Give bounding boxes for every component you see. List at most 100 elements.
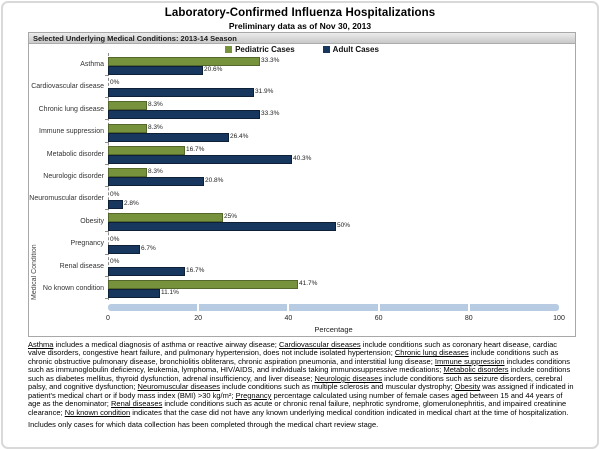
chart-row: Renal disease 0% 16.7% <box>29 255 575 278</box>
bar-value-label: 16.7% <box>186 267 205 275</box>
category-label: Renal disease <box>59 262 104 270</box>
bar-value-label: 26.4% <box>230 132 249 140</box>
x-axis-tick-label: 20 <box>194 315 203 322</box>
y-axis-tick <box>105 276 109 278</box>
footnote-term: Neuromuscular diseases <box>137 382 221 392</box>
scrollbar-segment[interactable] <box>198 304 288 311</box>
legend-label: Pediatric Cases <box>235 45 295 54</box>
chart-row: Asthma 33.3% 20.6% <box>29 53 575 76</box>
footnote-term: No known condition <box>64 407 131 417</box>
footnote-term: Cardiovascular diseases <box>278 340 361 349</box>
footnote-term: Renal diseases <box>110 399 163 409</box>
bar-value-label: 31.9% <box>255 87 274 95</box>
adult-bar <box>108 199 123 209</box>
adult-bar <box>108 65 203 75</box>
bar-value-label: 8.3% <box>148 101 163 109</box>
y-axis-tick <box>105 74 109 76</box>
y-axis-tick <box>105 186 109 188</box>
footnote-term: Neurologic diseases <box>314 373 383 383</box>
footnote-term: Pregnancy <box>235 390 272 400</box>
adult-bar <box>108 155 292 165</box>
footnote-text: include conditions such as seizure disor… <box>28 373 563 392</box>
legend-swatch-icon <box>225 46 233 53</box>
page-title: Laboratory-Confirmed Influenza Hospitali… <box>164 7 436 19</box>
footnote-text: include conditions such as multiple scle… <box>220 382 455 392</box>
page-subtitle: Preliminary data as of Nov 30, 2013 <box>228 21 372 31</box>
scrollbar-segment[interactable] <box>108 304 197 311</box>
bar-value-label: 33.3% <box>261 110 280 118</box>
scrollbar-segment[interactable] <box>470 304 559 311</box>
chart-legend: Pediatric Cases Adult Cases <box>29 45 575 54</box>
category-label: Neurologic disorder <box>43 172 104 180</box>
bar-value-label: 50% <box>337 222 351 230</box>
adult-bar <box>108 87 254 97</box>
footnote-text: indicates that the case did not have any… <box>130 407 569 417</box>
bar-value-label: 0% <box>110 190 120 198</box>
legend-item-pediatric: Pediatric Cases <box>225 45 295 54</box>
pediatric-bar <box>108 168 147 178</box>
chart-row: Immune suppression 8.3% 26.4% <box>29 120 575 143</box>
pediatric-bar <box>108 101 147 111</box>
chart-scrollbar[interactable] <box>108 304 559 311</box>
category-label: Metabolic disorder <box>46 150 104 158</box>
legend-item-adult: Adult Cases <box>322 45 379 54</box>
footnote-term: Chronic lung diseases <box>394 348 469 358</box>
bar-value-label: 20.6% <box>204 65 223 73</box>
category-label: Neuromuscular disorder <box>29 195 104 203</box>
plot-rows: Asthma 33.3% 20.6% Cardiovascular disease 0%… <box>29 53 575 300</box>
x-axis-tick-label: 0 <box>106 315 110 322</box>
adult-bar <box>108 289 160 299</box>
pediatric-bar <box>108 213 223 223</box>
legend-swatch-icon <box>322 46 330 53</box>
bar-value-label: 20.8% <box>205 177 224 185</box>
bar-value-label: 8.3% <box>148 123 163 131</box>
chart-header-bar: Selected Underlying Medical Conditions: … <box>29 33 575 44</box>
y-axis-tick <box>105 141 109 143</box>
y-axis-tick <box>105 208 109 210</box>
x-axis-tick-label: 100 <box>553 315 565 322</box>
footnotes: Asthma includes a medical diagnosis of a… <box>28 340 575 430</box>
category-label: Chronic lung disease <box>38 105 104 113</box>
footnote-text: include conditions such as diabetes mell… <box>28 365 571 383</box>
adult-bar <box>108 267 185 277</box>
chart-row: Cardiovascular disease 0% 31.9% <box>29 75 575 98</box>
y-axis-tick <box>105 119 109 121</box>
bar-value-label: 11.1% <box>161 289 179 297</box>
adult-bar <box>108 177 204 187</box>
adult-bar <box>108 222 336 232</box>
chart-row: Neurologic disorder 8.3% 20.8% <box>29 165 575 188</box>
footnote-text: includes a medical diagnosis of asthma o… <box>53 340 279 349</box>
footnote-text: percentage calculated using number of fe… <box>28 390 563 409</box>
bar-value-label: 40.3% <box>293 155 312 163</box>
scrollbar-segment[interactable] <box>379 304 469 311</box>
category-label: No known condition <box>42 284 104 292</box>
bar-value-label: 41.7% <box>299 280 318 288</box>
chart-row: No known condition 41.7% 11.1% <box>29 277 575 300</box>
footnote-term: Metabolic disorders <box>443 365 509 375</box>
scrollbar-segment[interactable] <box>289 304 378 311</box>
footnote-text: include conditions such as coronary hear… <box>28 340 558 358</box>
category-label: Cardiovascular disease <box>31 83 104 91</box>
chart-header-label: Selected Underlying Medical Conditions: … <box>33 34 237 43</box>
y-axis-tick <box>105 164 109 166</box>
footnote-text: was assigned if indicated in patient's m… <box>28 382 574 400</box>
bar-value-label: 25% <box>224 213 238 221</box>
x-axis-tick-label: 80 <box>464 315 473 322</box>
category-label: Obesity <box>80 217 104 225</box>
chart-row: Metabolic disorder 16.7% 40.3% <box>29 143 575 166</box>
adult-bar <box>108 244 140 254</box>
footnote-term: Asthma <box>28 340 54 349</box>
bar-value-label: 0% <box>110 258 120 266</box>
category-label: Pregnancy <box>70 240 104 248</box>
y-axis-tick <box>105 253 109 255</box>
bar-value-label: 8.3% <box>148 168 163 176</box>
pediatric-bar <box>108 146 185 156</box>
x-axis-tick-label: 40 <box>284 315 293 322</box>
x-axis-title: Percentage <box>314 325 353 334</box>
footnote-text: includes conditions such as immunoglobul… <box>28 356 570 375</box>
chart-row: Pregnancy 0% 6.7% <box>29 232 575 255</box>
category-label: Immune suppression <box>39 128 104 136</box>
bar-value-label: 0% <box>110 235 120 243</box>
pediatric-bar <box>108 123 147 133</box>
pediatric-bar <box>108 56 260 66</box>
